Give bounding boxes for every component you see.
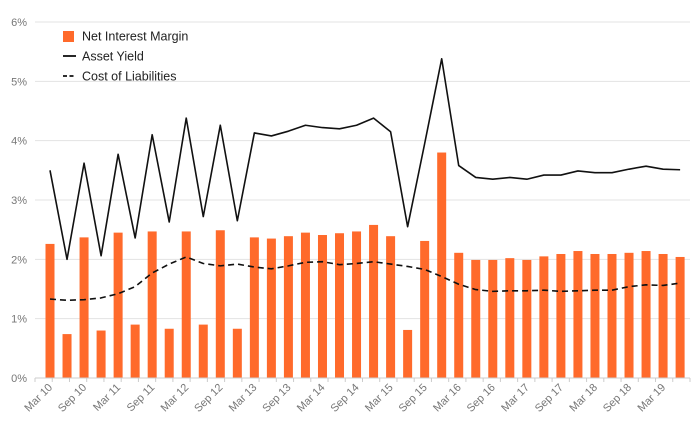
bar: [266, 238, 276, 378]
x-tick-label: Mar 12: [159, 382, 192, 415]
bar: [556, 253, 566, 378]
x-tick-label: Mar 15: [363, 382, 396, 415]
x-tick-label: Sep 10: [56, 382, 89, 415]
x-axis: [34, 377, 691, 382]
bar: [249, 237, 259, 378]
legend: Net Interest Margin Asset Yield Cost of Li…: [63, 30, 188, 84]
bar: [369, 224, 379, 378]
x-tick-label: Mar 17: [499, 382, 532, 415]
legend-label: Asset Yield: [82, 50, 144, 64]
bar: [181, 231, 191, 378]
bar: [641, 251, 651, 378]
bar: [62, 334, 72, 378]
bar: [79, 237, 89, 378]
bar: [590, 253, 600, 378]
bar: [420, 240, 430, 378]
bar-series: [45, 152, 685, 378]
bar: [658, 253, 668, 378]
bar: [198, 324, 208, 378]
bar: [386, 236, 396, 378]
x-tick-label: Sep 16: [465, 382, 498, 415]
x-tick-label: Mar 18: [567, 382, 600, 415]
bar: [232, 328, 242, 378]
y-tick-label: 5%: [11, 76, 27, 88]
x-tick-label: Sep 15: [397, 382, 430, 415]
x-tick-label: Mar 10: [22, 382, 55, 415]
x-tick-label: Sep 14: [329, 382, 362, 415]
bar: [130, 324, 140, 378]
line-series: [49, 57, 681, 302]
bar: [96, 330, 106, 378]
bar: [215, 230, 225, 378]
bar: [335, 233, 345, 378]
bar: [147, 231, 157, 378]
bar: [403, 329, 413, 378]
legend-label: Cost of Liabilities: [82, 70, 177, 84]
x-tick-label: Mar 14: [295, 382, 328, 415]
x-tick-label: Sep 13: [260, 382, 293, 415]
x-tick-label: Mar 13: [227, 382, 260, 415]
bar: [352, 231, 362, 378]
legend-label: Net Interest Margin: [82, 30, 188, 44]
legend-swatch-bar: [63, 31, 74, 42]
bar: [505, 258, 515, 378]
y-tick-label: 4%: [11, 136, 27, 148]
bar: [607, 253, 617, 378]
y-tick-label: 0%: [11, 373, 27, 385]
bar: [539, 256, 549, 378]
y-tick-label: 2%: [11, 254, 27, 266]
x-tick-label: Sep 18: [601, 382, 634, 415]
bar: [45, 243, 55, 378]
bar: [675, 256, 685, 378]
bar: [624, 252, 634, 378]
y-tick-label: 1%: [11, 314, 27, 326]
bar: [283, 236, 293, 378]
bar: [113, 232, 123, 378]
bar: [573, 251, 583, 378]
asset-yield-line: [49, 57, 681, 261]
x-tick-label: Sep 11: [125, 382, 158, 415]
x-axis-ticks: Mar 10 Sep 10 Mar 11 Sep 11 Mar 12 Sep 12 Mar …: [22, 382, 668, 415]
x-tick-label: Mar 16: [431, 382, 464, 415]
y-tick-label: 3%: [11, 195, 27, 207]
x-tick-label: Mar 11: [91, 382, 123, 414]
x-tick-label: Sep 12: [192, 382, 225, 415]
bar: [488, 259, 498, 378]
bar: [522, 259, 532, 378]
bar: [437, 152, 447, 378]
bar: [317, 235, 327, 378]
bar: [454, 252, 464, 378]
y-axis-ticks: 0% 1% 2% 3% 4% 5% 6%: [11, 17, 27, 385]
x-tick-label: Mar 19: [635, 382, 668, 415]
cost-of-liabilities-line: [49, 256, 681, 302]
bar: [300, 232, 310, 378]
bar: [471, 259, 481, 378]
y-tick-label: 6%: [11, 17, 27, 29]
bar: [164, 328, 174, 378]
x-tick-label: Sep 17: [533, 382, 566, 415]
